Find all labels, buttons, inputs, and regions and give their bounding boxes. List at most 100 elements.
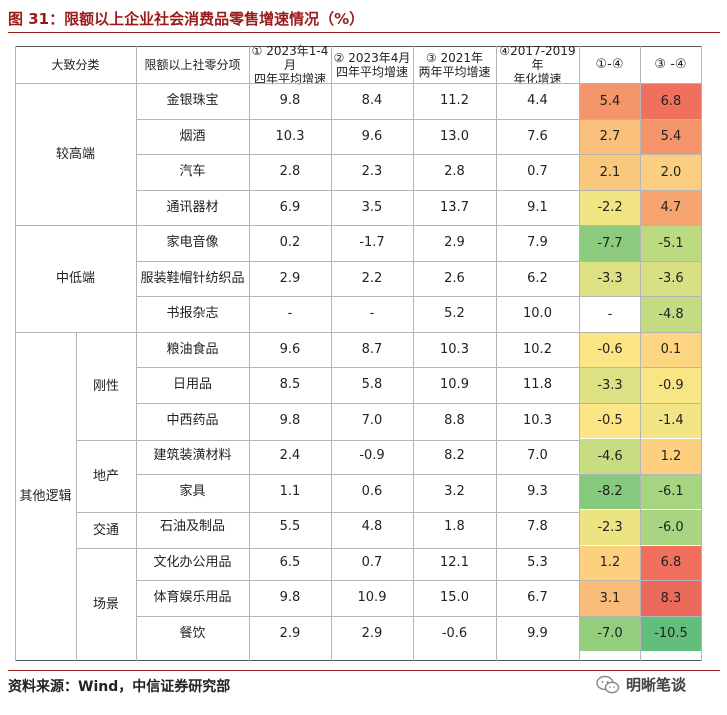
- y2021-growth-cell: 10.9: [440, 377, 469, 393]
- item-name: 中西药品: [166, 412, 219, 428]
- diff-ytd-vs-baseline-cell: 1.2: [580, 545, 640, 580]
- source-note: 资料来源：Wind，中信证券研究部: [8, 679, 231, 695]
- item-name: 书报杂志: [166, 306, 219, 322]
- diff-2021-vs-baseline-cell: -4.8: [641, 297, 701, 332]
- diff-ytd-vs-baseline-cell: 5.4: [580, 84, 640, 119]
- y2017-2019-growth-cell: 9.9: [527, 625, 548, 641]
- grid-line: [76, 512, 701, 513]
- diff-2021-vs-baseline-cell: -5.1: [641, 226, 701, 261]
- diff-2021-vs-baseline-cell: 8.3: [641, 581, 701, 616]
- diff-ytd-vs-baseline-cell: 3.1: [580, 581, 640, 616]
- y2021-growth-cell: -0.6: [441, 625, 468, 641]
- grid-line: [136, 615, 701, 617]
- y2017-2019-growth-cell: 7.8: [527, 519, 548, 535]
- item-name: 家具: [179, 483, 206, 499]
- diff-2021-vs-baseline-cell: -10.5: [641, 616, 701, 651]
- diff-2021-vs-baseline-cell: -3.6: [641, 261, 701, 296]
- y2017-2019-growth-cell: 5.3: [527, 554, 548, 570]
- header-category: 大致分类: [51, 57, 100, 72]
- apr-2023-growth-cell: -1.7: [359, 235, 385, 251]
- grid-line: [76, 440, 701, 441]
- diff-ytd-vs-baseline-cell: -: [580, 297, 640, 332]
- diff-2021-vs-baseline-cell: 6.8: [641, 545, 701, 580]
- diff-ytd-vs-baseline-cell: -4.6: [580, 439, 640, 474]
- ytd-2023-growth-cell: 5.5: [279, 519, 301, 535]
- item-name: 体育娱乐用品: [153, 590, 232, 606]
- y2021-growth-cell: 11.2: [440, 93, 469, 109]
- header-col2: ② 2023年4月 四年平均增速: [333, 50, 411, 79]
- source-rule: [8, 670, 720, 671]
- diff-2021-vs-baseline-cell: 1.2: [641, 439, 701, 474]
- header-item: 限额以上社零分项: [144, 57, 241, 72]
- apr-2023-growth-cell: 2.9: [361, 625, 383, 641]
- diff-ytd-vs-baseline-cell: -3.3: [580, 368, 640, 403]
- ytd-2023-growth-cell: 9.8: [279, 590, 301, 606]
- diff-2021-vs-baseline-cell: 6.8: [641, 84, 701, 119]
- ytd-2023-growth-cell: -: [287, 306, 293, 322]
- grid-line: [136, 402, 701, 404]
- item-name: 金银珠宝: [166, 93, 219, 109]
- ytd-2023-growth-cell: 8.5: [279, 377, 301, 393]
- wechat-icon: [596, 675, 620, 693]
- diff-ytd-vs-baseline-cell: -2.3: [580, 510, 640, 545]
- grid-line: [15, 332, 701, 333]
- y2017-2019-growth-cell: 7.9: [527, 235, 548, 251]
- watermark-text: 明晰笔谈: [626, 676, 687, 694]
- watermark: 明晰笔谈: [596, 674, 686, 695]
- diff-ytd-vs-baseline-cell: -3.3: [580, 261, 640, 296]
- diff-2021-vs-baseline-cell: -6.1: [641, 474, 701, 509]
- diff-ytd-vs-baseline-cell: -2.2: [580, 190, 640, 225]
- y2017-2019-growth-cell: 11.8: [523, 377, 552, 393]
- ytd-2023-growth-cell: 2.9: [279, 270, 301, 286]
- item-name: 餐饮: [179, 625, 206, 641]
- diff-ytd-vs-baseline-cell: -7.0: [580, 616, 640, 651]
- item-name: 建筑装潢材料: [153, 448, 232, 464]
- group-label-other: 其他逻辑: [19, 489, 72, 504]
- figure-title: 图 31：限额以上企业社会消费品零售增速情况（%）: [8, 10, 365, 28]
- grid-line: [136, 154, 701, 155]
- y2021-growth-cell: 2.8: [444, 164, 465, 180]
- retail-growth-table: 大致分类 限额以上社零分项 ① 2023年1-4月 四年平均增速 ② 2023年…: [15, 43, 702, 661]
- diff-ytd-vs-baseline-cell: 2.1: [580, 155, 640, 190]
- item-name: 汽车: [179, 164, 206, 180]
- ytd-2023-growth-cell: 10.3: [275, 128, 305, 144]
- grid-line: [136, 296, 701, 297]
- item-name: 烟酒: [179, 128, 206, 144]
- grid-line: [15, 83, 701, 84]
- title-rule: [8, 32, 720, 33]
- grid-line: [331, 46, 332, 661]
- grid-line: [496, 46, 497, 661]
- y2021-growth-cell: 8.8: [444, 412, 465, 428]
- apr-2023-growth-cell: 0.6: [361, 483, 383, 499]
- item-name: 通讯器材: [166, 199, 219, 215]
- header-diff2: ③ -④: [654, 56, 687, 72]
- y2021-growth-cell: 1.8: [444, 519, 465, 535]
- grid-line: [136, 189, 701, 191]
- item-name: 文化办公用品: [153, 554, 232, 570]
- y2021-growth-cell: 2.9: [444, 235, 465, 251]
- y2017-2019-growth-cell: 7.0: [527, 448, 548, 464]
- y2017-2019-growth-cell: 10.0: [523, 306, 552, 322]
- y2017-2019-growth-cell: 7.6: [527, 128, 548, 144]
- subgroup-label-transport: 交通: [92, 522, 119, 538]
- y2017-2019-growth-cell: 6.7: [527, 590, 548, 606]
- y2017-2019-growth-cell: 10.2: [523, 341, 552, 357]
- diff-ytd-vs-baseline-cell: -0.5: [580, 403, 640, 438]
- diff-2021-vs-baseline-cell: 5.4: [641, 119, 701, 154]
- table-bottom-border: [15, 660, 701, 661]
- item-name: 粮油食品: [166, 341, 219, 357]
- apr-2023-growth-cell: 7.0: [361, 412, 383, 428]
- y2017-2019-growth-cell: 6.2: [527, 270, 548, 286]
- diff-2021-vs-baseline-cell: -0.9: [641, 368, 701, 403]
- ytd-2023-growth-cell: 9.8: [279, 93, 301, 109]
- y2021-growth-cell: 2.6: [444, 270, 465, 286]
- header-col4: ④2017-2019年 年化增速: [499, 43, 576, 86]
- apr-2023-growth-cell: 8.7: [361, 341, 383, 357]
- ytd-2023-growth-cell: 2.9: [279, 625, 301, 641]
- y2021-growth-cell: 13.7: [440, 199, 469, 215]
- apr-2023-growth-cell: -: [369, 306, 375, 322]
- item-name: 服装鞋帽针纺织品: [140, 270, 245, 286]
- y2017-2019-growth-cell: 9.1: [527, 199, 548, 215]
- ytd-2023-growth-cell: 9.8: [279, 412, 301, 428]
- y2017-2019-growth-cell: 4.4: [527, 93, 548, 109]
